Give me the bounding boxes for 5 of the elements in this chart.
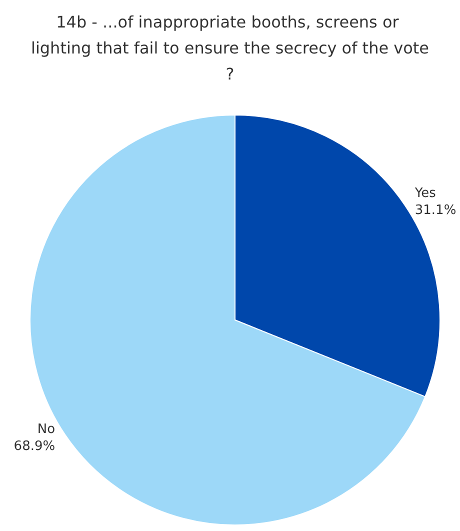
slice-label: Yes xyxy=(414,186,436,201)
data-label: 31.1% xyxy=(414,202,456,218)
data-label: 68.9% xyxy=(14,439,56,454)
slice-label: No xyxy=(37,422,56,438)
chart-title: 14b - ...of inappropriate booths, screens or lighting that fail to ensure the secrecy of the vote? xyxy=(30,12,430,84)
